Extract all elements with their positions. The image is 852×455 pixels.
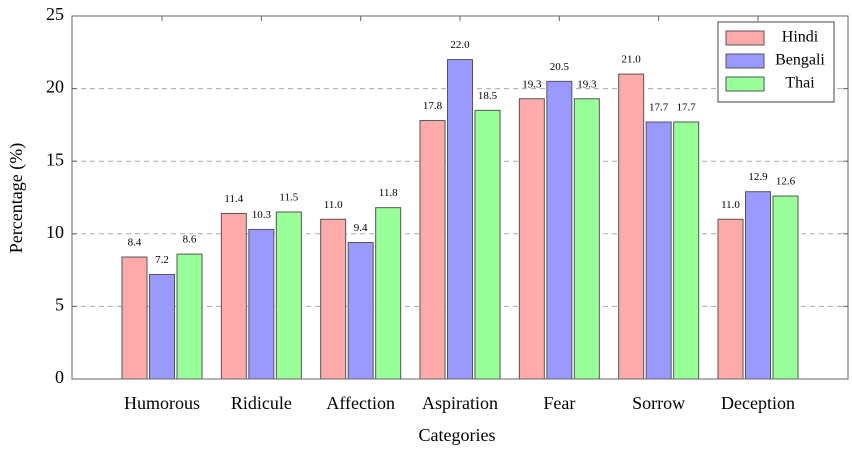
value-label: 21.0 [622,54,642,66]
y-axis-label: Percentage (%) [6,143,27,253]
bar [347,242,374,380]
x-tick-label: Ridicule [231,393,292,413]
value-label: 17.7 [649,102,669,114]
x-tick-label: Aspiration [422,393,498,413]
x-tick-label: Fear [543,393,575,413]
value-label: 19.3 [577,78,597,90]
x-axis-label: Categories [419,425,496,445]
bar [121,256,148,380]
legend-swatch [725,76,765,92]
value-label: 22.0 [450,39,470,51]
legend-label: Hindi [782,29,819,46]
value-label: 11.4 [224,193,243,205]
bar [546,80,573,380]
x-tick-label: Deception [721,393,795,413]
bar [220,212,247,380]
bar [320,218,347,380]
x-tick-label: Humorous [124,393,200,413]
bar [745,191,771,380]
bar [618,73,645,380]
value-label: 20.5 [550,61,570,73]
bar [447,59,473,380]
bar [772,195,799,380]
bar [573,98,600,380]
value-label: 9.4 [354,222,368,234]
plot-frame [71,15,849,380]
value-label: 17.8 [423,100,443,112]
y-tick-label: 5 [55,295,64,315]
value-label: 11.5 [279,192,298,204]
value-label: 8.6 [183,234,197,246]
bar [645,121,672,380]
bar [474,109,501,380]
bar [248,228,275,380]
value-label: 19.3 [522,78,542,90]
y-tick-label: 20 [46,77,64,97]
bar [717,218,744,380]
bar [419,120,446,380]
legend-label: Bengali [775,52,825,69]
value-label: 12.9 [748,171,768,183]
value-label: 10.3 [252,209,272,221]
y-tick-label: 10 [46,222,64,242]
bar [673,121,700,380]
value-label: 12.6 [776,176,796,188]
bar [375,207,402,380]
y-tick-label: 25 [46,4,64,24]
bar [275,211,302,380]
legend-swatch [725,30,765,46]
bar [176,253,203,380]
y-tick-label: 0 [55,367,64,387]
value-label: 11.8 [379,187,398,199]
x-tick-label: Sorrow [632,393,685,413]
value-label: 17.7 [677,102,697,114]
value-label: 18.5 [478,90,498,102]
bar [149,273,175,380]
legend-swatch [725,53,765,69]
legend-label: Thai [785,75,815,92]
bar [518,98,545,380]
value-label: 11.0 [324,199,343,211]
value-label: 11.0 [721,199,740,211]
value-label: 7.2 [155,254,169,266]
y-tick-label: 15 [46,149,64,169]
x-tick-label: Affection [326,393,395,413]
value-label: 8.4 [128,237,142,249]
